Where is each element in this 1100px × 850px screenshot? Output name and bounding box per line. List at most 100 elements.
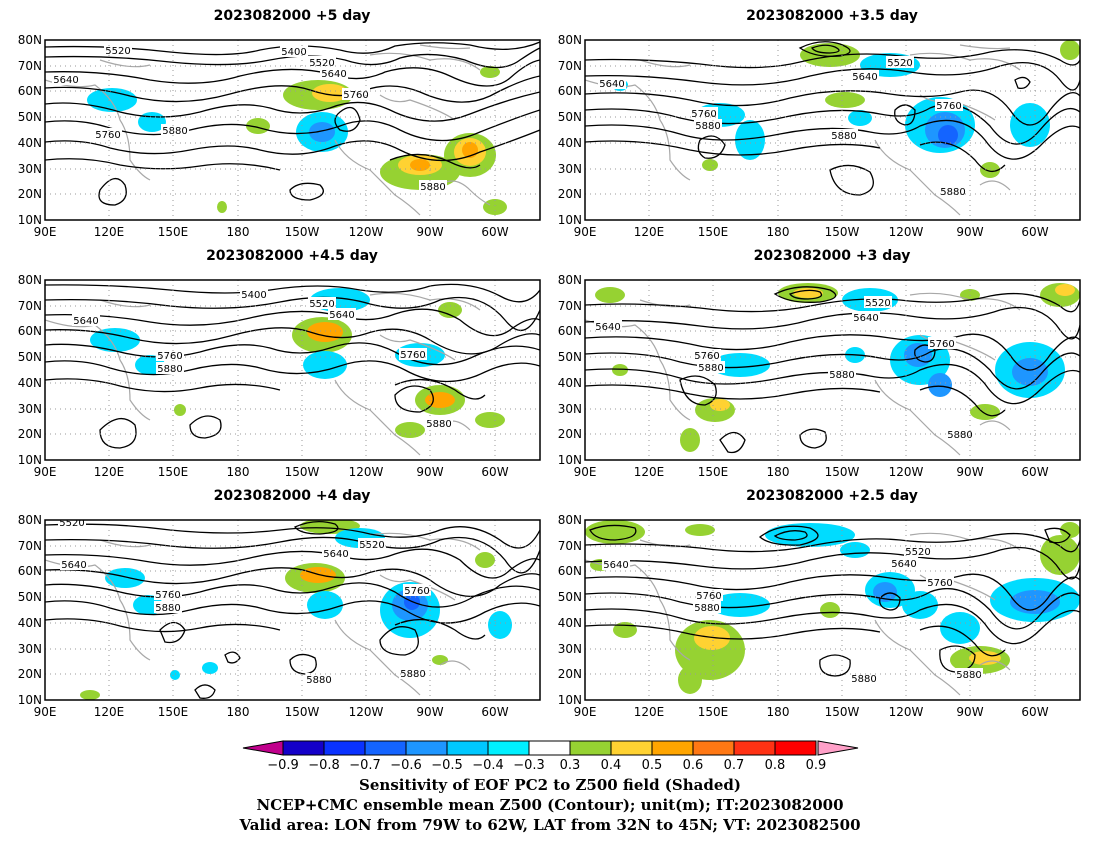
svg-text:150E: 150E: [158, 465, 189, 479]
z500-contours: [585, 524, 1080, 677]
map-frame: [584, 279, 1081, 461]
svg-text:20N: 20N: [18, 187, 42, 201]
svg-text:5640: 5640: [329, 310, 354, 321]
coastlines: [45, 44, 491, 216]
svg-text:120W: 120W: [889, 705, 924, 719]
svg-text:5640: 5640: [599, 79, 624, 90]
svg-text:80N: 80N: [18, 513, 42, 527]
svg-text:40N: 40N: [558, 616, 582, 630]
lat-axis: 10N 20N 30N 40N 50N 60N 70N 80N: [558, 273, 582, 467]
svg-text:70N: 70N: [18, 299, 42, 313]
map-panel-1: 2023082000 +5 day: [18, 8, 541, 239]
svg-text:70N: 70N: [558, 59, 582, 73]
svg-text:150W: 150W: [285, 225, 320, 239]
svg-text:5880: 5880: [851, 674, 876, 685]
svg-text:50N: 50N: [18, 590, 42, 604]
svg-text:10N: 10N: [558, 693, 582, 707]
caption-line-3: Valid area: LON from 79W to 62W, LAT fro…: [239, 816, 861, 834]
svg-text:0.5: 0.5: [642, 758, 663, 773]
svg-text:90W: 90W: [956, 705, 983, 719]
svg-text:120E: 120E: [94, 225, 125, 239]
svg-text:30N: 30N: [558, 642, 582, 656]
svg-text:90W: 90W: [416, 225, 443, 239]
svg-text:5640: 5640: [853, 313, 878, 324]
grid-lines: [45, 280, 540, 460]
svg-text:20N: 20N: [558, 667, 582, 681]
map-frame: [44, 279, 541, 461]
panel-title: 2023082000 +3.5 day: [746, 8, 918, 24]
svg-text:5400: 5400: [281, 47, 306, 58]
lon-axis: 90E 120E 150E 180 150W 120W 90W 60W: [574, 465, 1049, 479]
svg-text:120W: 120W: [889, 225, 924, 239]
svg-text:5880: 5880: [947, 430, 972, 441]
z500-contours: [585, 41, 1080, 196]
lat-axis: 10N 20N 30N 40N 50N 60N 70N 80N: [18, 513, 42, 707]
svg-text:50N: 50N: [558, 110, 582, 124]
svg-text:10N: 10N: [558, 453, 582, 467]
svg-text:5640: 5640: [321, 69, 346, 80]
svg-text:60W: 60W: [481, 465, 508, 479]
svg-text:10N: 10N: [18, 213, 42, 227]
svg-text:80N: 80N: [558, 513, 582, 527]
svg-text:90W: 90W: [956, 225, 983, 239]
svg-text:5640: 5640: [323, 549, 348, 560]
svg-text:30N: 30N: [18, 642, 42, 656]
svg-text:5880: 5880: [698, 363, 723, 374]
svg-text:150W: 150W: [285, 465, 320, 479]
svg-text:5880: 5880: [426, 419, 451, 430]
lat-axis: 10N 20N 30N 40N 50N 60N 70N 80N: [18, 33, 42, 227]
z500-contours: [45, 283, 540, 449]
colorbar-ticks: −0.9 −0.8 −0.7 −0.6 −0.5 −0.4 −0.3 0.3 0…: [267, 758, 826, 773]
caption-line-1: Sensitivity of EOF PC2 to Z500 field (Sh…: [359, 776, 741, 794]
svg-text:5400: 5400: [241, 290, 266, 301]
svg-text:5880: 5880: [940, 187, 965, 198]
svg-text:0.9: 0.9: [806, 758, 827, 773]
svg-text:70N: 70N: [558, 539, 582, 553]
grid-lines: [45, 520, 540, 700]
colorbar-box: [282, 740, 325, 756]
map-frame: [584, 519, 1081, 701]
svg-text:50N: 50N: [18, 350, 42, 364]
svg-text:0.6: 0.6: [683, 758, 704, 773]
svg-text:5760: 5760: [927, 578, 952, 589]
grid-lines: [585, 520, 1080, 700]
svg-text:5880: 5880: [695, 121, 720, 132]
svg-text:150E: 150E: [698, 465, 729, 479]
svg-text:30N: 30N: [558, 402, 582, 416]
svg-text:5880: 5880: [420, 182, 445, 193]
contour-labels: 5520 5400 5520 5640 5640 5760 5760 5880 …: [52, 44, 447, 193]
svg-text:90W: 90W: [956, 465, 983, 479]
svg-text:−0.4: −0.4: [472, 758, 504, 773]
map-frame: [44, 519, 541, 701]
svg-text:−0.3: −0.3: [513, 758, 545, 773]
svg-text:−0.6: −0.6: [390, 758, 422, 773]
svg-text:80N: 80N: [558, 33, 582, 47]
lon-axis: 90E 120E 150E 180 150W 120W 90W 60W: [34, 225, 509, 239]
svg-text:5760: 5760: [404, 586, 429, 597]
colorbar-box: [569, 740, 612, 756]
svg-text:120E: 120E: [634, 465, 665, 479]
sensitivity-shading: [80, 520, 512, 700]
svg-text:5880: 5880: [831, 131, 856, 142]
svg-text:90E: 90E: [574, 705, 597, 719]
svg-text:5880: 5880: [694, 603, 719, 614]
colorbar-box: [446, 740, 489, 756]
svg-text:120E: 120E: [634, 225, 665, 239]
svg-text:60W: 60W: [1021, 465, 1048, 479]
svg-text:20N: 20N: [558, 427, 582, 441]
panel-title: 2023082000 +3 day: [754, 248, 911, 264]
svg-text:50N: 50N: [558, 350, 582, 364]
svg-text:20N: 20N: [18, 667, 42, 681]
svg-text:5520: 5520: [359, 540, 384, 551]
svg-text:180: 180: [767, 705, 790, 719]
svg-text:60N: 60N: [558, 324, 582, 338]
svg-text:5880: 5880: [400, 669, 425, 680]
svg-text:80N: 80N: [18, 33, 42, 47]
svg-text:50N: 50N: [558, 590, 582, 604]
svg-text:40N: 40N: [18, 376, 42, 390]
svg-text:5880: 5880: [162, 126, 187, 137]
map-frame: [584, 39, 1081, 221]
lon-axis: 90E 120E 150E 180 150W 120W 90W 60W: [34, 465, 509, 479]
svg-text:40N: 40N: [558, 136, 582, 150]
svg-text:60W: 60W: [481, 705, 508, 719]
